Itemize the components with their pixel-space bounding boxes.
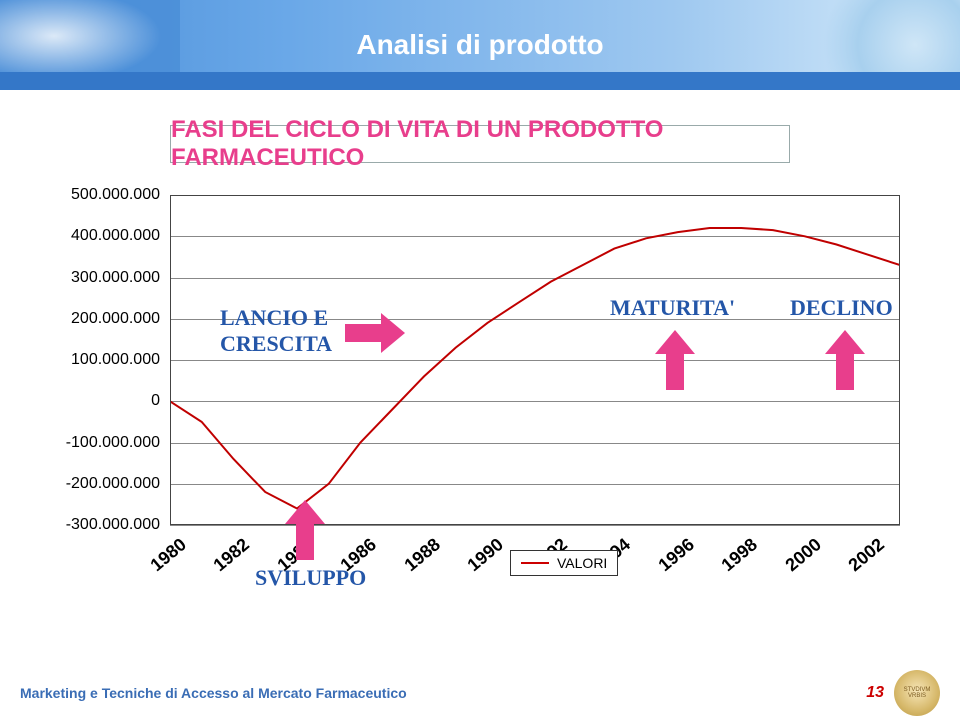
x-tick-label: 2000 xyxy=(781,534,825,576)
gridline xyxy=(170,525,900,526)
slide-subtitle: FASI DEL CICLO DI VITA DI UN PRODOTTO FA… xyxy=(170,125,790,163)
y-tick-label: 100.000.000 xyxy=(50,351,160,369)
footer-right: 13 STVDIVM VRBIS xyxy=(866,670,940,716)
y-tick-label: -300.000.000 xyxy=(50,516,160,534)
legend-label: VALORI xyxy=(557,555,607,571)
arrow-declino-icon xyxy=(825,330,865,390)
annotation-declino: DECLINO xyxy=(790,295,893,321)
line-series xyxy=(170,195,900,525)
annotation-maturita: MATURITA' xyxy=(610,295,735,321)
header-stripe xyxy=(0,72,960,90)
slide-footer: Marketing e Tecniche di Accesso al Merca… xyxy=(20,678,940,708)
y-tick-label: 300.000.000 xyxy=(50,269,160,287)
plot-area: LANCIO E CRESCITA MATURITA' DECLINO xyxy=(170,195,900,525)
slide-content: FASI DEL CICLO DI VITA DI UN PRODOTTO FA… xyxy=(0,100,960,660)
annotation-lancio-line2: CRESCITA xyxy=(220,331,332,357)
arrow-lancio-icon xyxy=(345,313,405,353)
page-number: 13 xyxy=(866,684,884,702)
x-tick-label: 1990 xyxy=(464,534,508,576)
annotation-lancio: LANCIO E CRESCITA xyxy=(220,305,332,357)
x-tick-label: 1980 xyxy=(147,534,191,576)
y-tick-label: 200.000.000 xyxy=(50,310,160,328)
y-tick-label: 400.000.000 xyxy=(50,227,160,245)
series-line xyxy=(170,228,900,509)
legend-swatch xyxy=(521,562,549,564)
x-tick-label: 2002 xyxy=(845,534,889,576)
annotation-lancio-line1: LANCIO E xyxy=(220,305,332,331)
footer-text: Marketing e Tecniche di Accesso al Merca… xyxy=(20,685,407,701)
chart: 500.000.000400.000.000300.000.000200.000… xyxy=(40,195,920,615)
chart-legend: VALORI xyxy=(510,550,618,576)
x-tick-label: 1996 xyxy=(654,534,698,576)
y-tick-label: 500.000.000 xyxy=(50,186,160,204)
slide-title: Analisi di prodotto xyxy=(356,29,603,61)
y-tick-label: -200.000.000 xyxy=(50,475,160,493)
annotation-sviluppo: SVILUPPO xyxy=(255,565,366,591)
header-banner: Analisi di prodotto xyxy=(0,0,960,90)
logo-text: STVDIVM VRBIS xyxy=(894,687,940,699)
y-tick-label: -100.000.000 xyxy=(50,434,160,452)
x-tick-label: 1982 xyxy=(210,534,254,576)
arrow-maturita-icon xyxy=(655,330,695,390)
x-tick-label: 1988 xyxy=(400,534,444,576)
x-tick-label: 1998 xyxy=(718,534,762,576)
arrow-sviluppo-icon xyxy=(285,500,325,560)
logo-icon: STVDIVM VRBIS xyxy=(894,670,940,716)
y-tick-label: 0 xyxy=(50,392,160,410)
